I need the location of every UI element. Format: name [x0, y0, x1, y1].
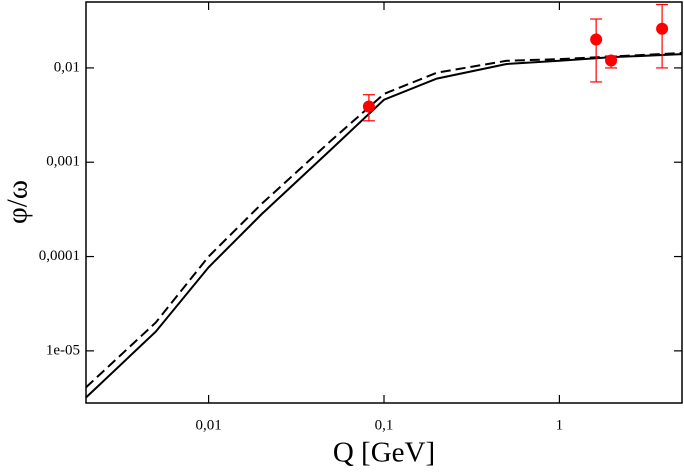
curve	[85, 51, 683, 389]
plot-frame	[85, 1, 683, 404]
data-point	[656, 22, 669, 35]
curve	[85, 53, 683, 399]
y-axis-title: φ/ω	[2, 180, 34, 224]
x-axis-title: Q [GeV]	[333, 437, 435, 469]
x-tick-label: 0,01	[195, 417, 221, 433]
y-tick-label: 1e-05	[46, 342, 80, 358]
data-point	[362, 100, 375, 113]
y-tick-label: 0,0001	[39, 248, 80, 264]
y-tick-label: 0,01	[54, 59, 80, 75]
x-tick-label: 0,1	[375, 417, 394, 433]
data-point	[590, 33, 603, 46]
data-point	[605, 54, 618, 67]
y-tick-label: 0,001	[46, 154, 80, 170]
x-tick-label: 1	[556, 417, 564, 433]
